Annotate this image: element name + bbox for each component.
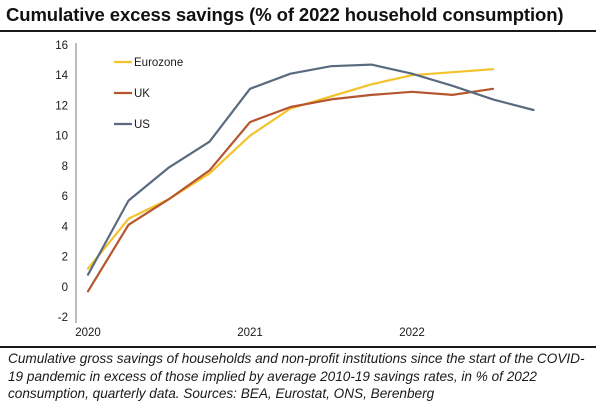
- x-tick-label: 2021: [237, 327, 263, 339]
- y-tick-label: 10: [55, 131, 68, 143]
- series-line-eurozone: [86, 68, 495, 270]
- chart-caption: Cumulative gross savings of households a…: [8, 351, 585, 401]
- y-axis-ticks: -2 0 2 4 6 8 10 12 14 16: [55, 40, 68, 324]
- y-tick-label: 12: [55, 100, 68, 112]
- caption-divider: [0, 346, 596, 348]
- y-tick-label: 2: [62, 252, 68, 264]
- x-axis-ticks: 2020 2021 2022: [75, 327, 425, 339]
- line-chart: -2 0 2 4 6 8 10 12 14 16 2020 2021 2022 Eurozone UK U…: [55, 40, 535, 339]
- y-tick-label: 14: [55, 70, 68, 82]
- y-tick-label: 8: [62, 161, 68, 173]
- series-line-uk: [86, 87, 495, 293]
- series-lines: [86, 63, 535, 293]
- title-divider: [0, 30, 596, 32]
- y-tick-label: 16: [55, 40, 68, 52]
- y-tick-label: 4: [62, 221, 69, 233]
- legend: Eurozone UK US: [114, 57, 183, 131]
- chart-title: Cumulative excess savings (% of 2022 hou…: [6, 4, 564, 25]
- x-tick-label: 2020: [75, 327, 101, 339]
- y-tick-label: 0: [62, 282, 68, 294]
- legend-label-uk: UK: [134, 88, 150, 100]
- legend-label-us: US: [134, 119, 150, 131]
- x-tick-label: 2022: [399, 327, 425, 339]
- legend-label-eurozone: Eurozone: [134, 57, 183, 69]
- y-tick-label: 6: [62, 191, 68, 203]
- y-tick-label: -2: [58, 312, 68, 324]
- series-line-us: [86, 63, 535, 276]
